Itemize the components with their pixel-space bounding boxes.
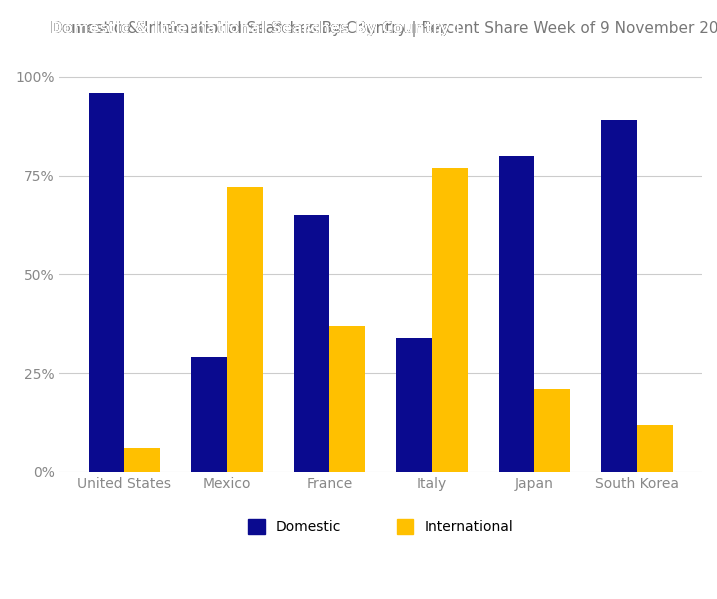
Bar	[227, 187, 263, 472]
Bar	[601, 120, 637, 472]
Text: Domestic & International Searches By Country | Percent Share Week of 9 November : Domestic & International Searches By Cou…	[50, 21, 717, 37]
Bar	[329, 326, 365, 472]
Text: Domestic & International Searches By Country: Domestic & International Searches By Cou…	[50, 21, 450, 36]
Bar	[534, 389, 570, 472]
Bar	[191, 358, 227, 472]
Bar	[293, 215, 329, 472]
Text: Domestic & International Searches By Country |: Domestic & International Searches By Cou…	[50, 21, 466, 37]
Bar	[637, 425, 673, 472]
Bar	[396, 338, 432, 472]
Bar	[498, 156, 534, 472]
Bar	[89, 92, 125, 472]
Legend: Domestic, International: Domestic, International	[242, 514, 519, 540]
Bar	[432, 168, 467, 472]
Bar	[125, 448, 161, 472]
Text: Domestic & International Searches By Country: Domestic & International Searches By Cou…	[50, 21, 450, 37]
